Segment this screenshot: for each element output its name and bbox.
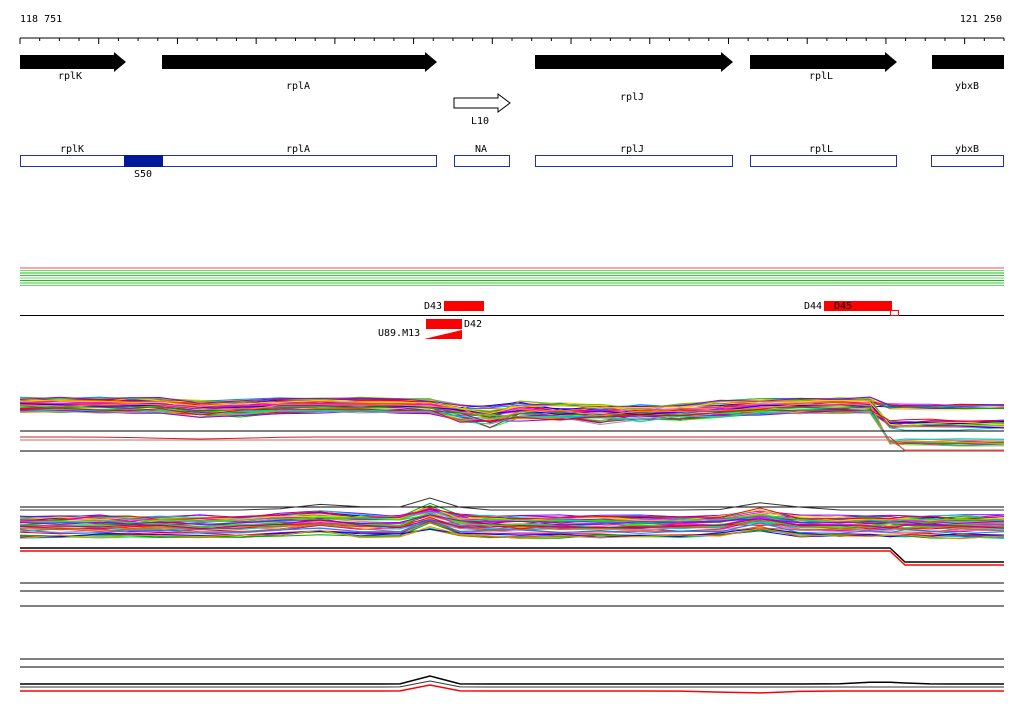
gene-label-ybxb: ybxB: [955, 81, 979, 92]
alignment-line: [19, 400, 1005, 413]
feature-label-d43: D43: [424, 301, 442, 312]
region-box-rpll[interactable]: [750, 155, 897, 167]
summary-line: [20, 550, 1004, 566]
alignment-line: [19, 396, 1005, 408]
alignment-line: [19, 403, 1005, 445]
gene-arrow-rplk[interactable]: [20, 52, 126, 72]
alignment-track-1: [19, 396, 1005, 452]
region-label-rplk: rplK: [60, 144, 84, 155]
region-label-rpll: rplL: [809, 144, 833, 155]
feature-d42[interactable]: [426, 319, 462, 329]
summary-line: [20, 675, 1004, 685]
summary-line: [20, 547, 1004, 563]
alignment-line: [19, 527, 1005, 538]
region-label-rpla: rplA: [286, 144, 310, 155]
region-box-ybxb[interactable]: [931, 155, 1004, 167]
region-label-ybxb: ybxB: [955, 144, 979, 155]
feature-track: D43 D42 U89.M13 D44 D45: [20, 301, 1004, 339]
coord-start: 118 751: [20, 14, 63, 25]
region-box-na[interactable]: [454, 155, 510, 167]
feature-d44[interactable]: [824, 301, 892, 311]
alignment-track-2: [19, 497, 1005, 607]
alignment-line: [19, 507, 1005, 521]
gene-arrow-l10[interactable]: [453, 93, 511, 113]
gene-arrow-ybxb[interactable]: [932, 55, 1004, 69]
alignment-line: [19, 409, 1005, 443]
coord-end: 121 250: [959, 14, 1002, 25]
feature-d45-end[interactable]: [890, 310, 899, 316]
summary-line: [20, 684, 1004, 694]
gene-label-rplk: rplK: [58, 71, 82, 82]
summary-line: [20, 497, 1004, 511]
summary-line: [20, 436, 1004, 452]
gene-label-rpla: rplA: [286, 81, 310, 92]
conservation-track: [20, 267, 1004, 286]
region-label-rplj: rplJ: [620, 144, 644, 155]
gene-label-rplj: rplJ: [620, 92, 644, 103]
alignment-line: [19, 508, 1005, 519]
feature-label-d45: D45: [834, 301, 852, 312]
region-label-s50: S50: [134, 169, 152, 180]
gene-track: rplK rplA rplJ rplL ybxB L10: [20, 52, 1004, 127]
feature-label-d42: D42: [464, 319, 482, 330]
feature-label-d44: D44: [804, 301, 822, 312]
gene-label-rpll: rplL: [809, 71, 833, 82]
feature-label-u89-m13: U89.M13: [378, 328, 420, 339]
region-highlight-s50[interactable]: [124, 155, 163, 167]
alignment-line: [19, 408, 1005, 442]
alignment-line: [19, 506, 1005, 522]
alignment-line: [19, 517, 1005, 530]
alignment-track-3: [20, 658, 1004, 694]
alignment-line: [19, 513, 1005, 529]
alignment-line: [19, 405, 1005, 445]
summary-line: [20, 439, 1004, 451]
alignment-line: [19, 399, 1005, 426]
region-track: rplK rplA NA rplJ rplL ybxB S50: [20, 144, 1004, 180]
feature-d43[interactable]: [444, 301, 484, 311]
feature-u89-m13[interactable]: [424, 330, 462, 339]
region-label-na: NA: [475, 144, 487, 155]
coordinate-ruler: [19, 37, 1005, 44]
ruler-ticks: [19, 38, 1005, 44]
alignment-line: [19, 519, 1005, 535]
gene-label-l10: L10: [471, 116, 489, 127]
region-box-rplj[interactable]: [535, 155, 733, 167]
gene-arrow-rpll[interactable]: [750, 52, 897, 72]
alignment-line: [19, 513, 1005, 524]
alignment-line: [19, 396, 1004, 428]
gene-arrow-rplj[interactable]: [535, 52, 733, 72]
summary-line: [20, 680, 1004, 688]
region-box-rplk-rpla[interactable]: [20, 155, 437, 167]
alignment-line: [19, 525, 1005, 540]
alignment-line: [19, 407, 1005, 423]
alignment-line: [19, 514, 1005, 526]
gene-arrow-rpla[interactable]: [162, 52, 437, 72]
